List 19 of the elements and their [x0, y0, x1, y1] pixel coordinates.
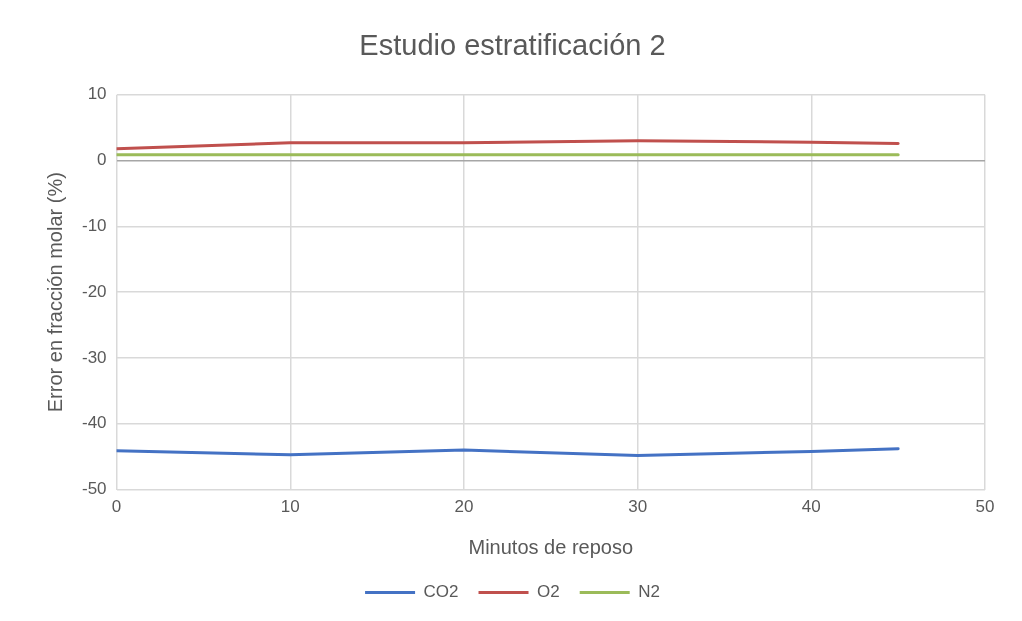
x-axis-title: Minutos de reposo: [468, 535, 634, 558]
y-tick-label: -50: [81, 479, 107, 499]
x-tick-label: 10: [280, 497, 300, 517]
x-tick-label: 50: [975, 497, 995, 517]
y-tick-label: -40: [81, 413, 107, 433]
x-tick-label: 40: [801, 497, 821, 517]
x-tick-label: 0: [111, 497, 122, 517]
legend-label: N2: [638, 582, 660, 602]
y-tick-label: -30: [81, 347, 107, 367]
y-axis-title: Error en fracción molar (%): [43, 172, 66, 413]
y-tick-label: 0: [97, 150, 107, 170]
legend-label: O2: [537, 582, 560, 602]
y-tick-label: 10: [87, 84, 107, 104]
chart-title: Estudio estratificación 2: [359, 29, 666, 62]
y-tick-label: -20: [81, 281, 107, 301]
x-tick-label: 30: [628, 497, 648, 517]
y-tick-label: -10: [81, 216, 107, 236]
x-tick-label: 20: [454, 497, 474, 517]
legend-label: CO2: [423, 582, 459, 602]
